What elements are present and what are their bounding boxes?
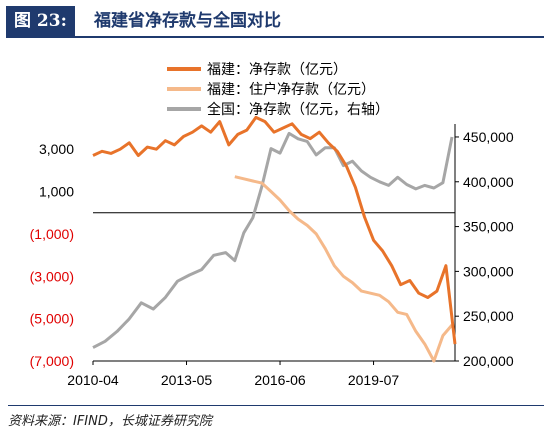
figure-title: 福建省净存款与全国对比 [94, 11, 281, 31]
source-note: 资料来源：IFIND，长城证券研究院 [8, 405, 544, 429]
figure-label: 图 23: [6, 6, 75, 36]
right-tick-label: 250,000 [463, 308, 514, 324]
right-tick-label: 400,000 [463, 174, 514, 190]
x-tick-label: 2016-06 [254, 372, 306, 388]
legend-label-3: 全国：净存款（亿元，右轴） [207, 101, 389, 117]
legend-label-1: 福建：净存款（亿元） [207, 61, 347, 77]
left-tick-label: 3,000 [39, 141, 74, 157]
left-tick-label: (3,000) [30, 268, 74, 284]
series-line-2 [234, 175, 454, 363]
left-tick-label: 1,000 [39, 184, 74, 200]
left-tick-label: (1,000) [30, 226, 74, 242]
series-line-1 [92, 115, 457, 345]
legend-label-2: 福建：住户净存款（亿元） [207, 81, 375, 97]
series-line-3 [92, 131, 454, 349]
left-tick-label: (5,000) [30, 311, 74, 327]
left-tick-label: (7,000) [30, 353, 74, 369]
x-tick-label: 2019-07 [348, 372, 400, 388]
figure-header: 图 23: 福建省净存款与全国对比 [6, 6, 544, 38]
right-tick-label: 300,000 [463, 263, 514, 279]
right-tick-label: 350,000 [463, 219, 514, 235]
x-tick-label: 2010-04 [67, 372, 119, 388]
right-tick-label: 200,000 [463, 353, 514, 369]
x-tick-label: 2013-05 [161, 372, 213, 388]
right-tick-label: 450,000 [463, 129, 514, 145]
